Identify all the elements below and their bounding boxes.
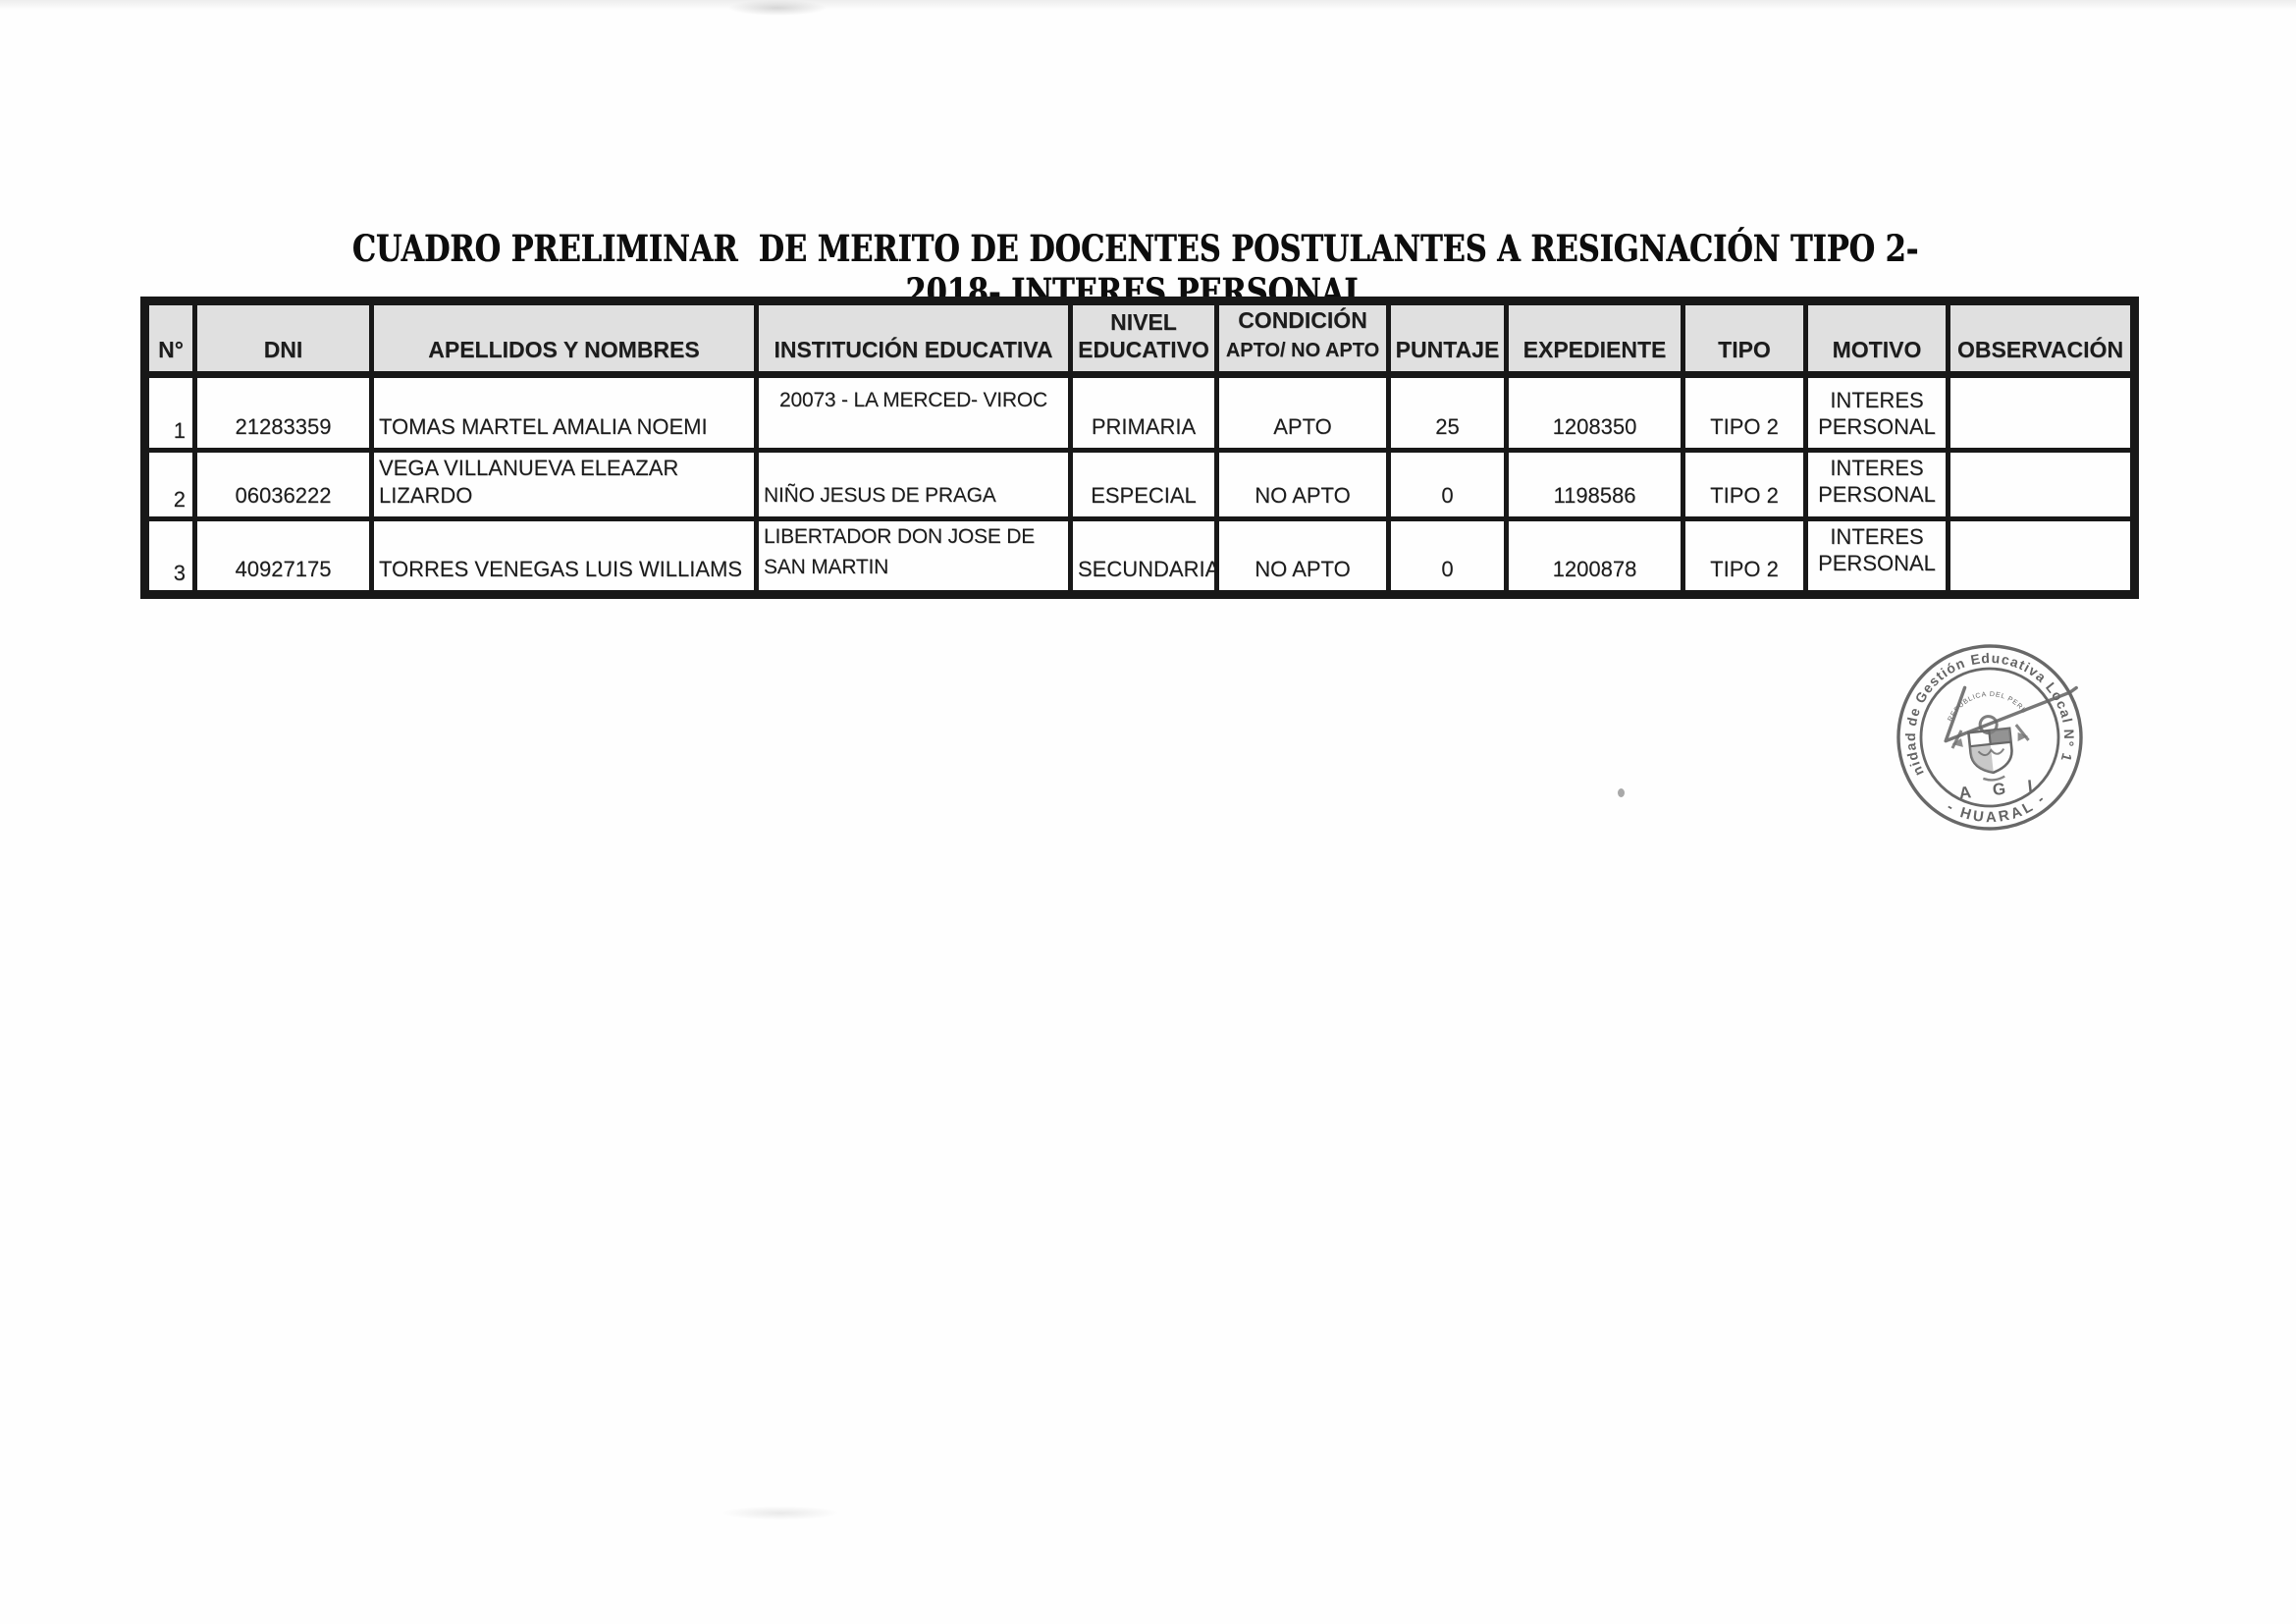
cell-apellidos: VEGA VILLANUEVA ELEAZAR LIZARDO: [369, 448, 759, 522]
cell-nivel: ESPECIAL: [1068, 448, 1219, 522]
header-institucion: INSTITUCIÓN EDUCATIVA: [754, 298, 1073, 378]
stamp-ring-text-path: Unidad de Gestión Educativa Local N° 10: [1855, 603, 2081, 786]
cell-condicion: APTO: [1214, 371, 1391, 454]
scan-smudge-artifact: [728, 0, 827, 16]
header-condicion: CONDICIÓN APTO/ NO APTO: [1214, 298, 1391, 378]
merit-table: N° DNI APELLIDOS Y NOMBRES INSTITUCIÓN E…: [140, 297, 2139, 600]
header-numero: N°: [142, 298, 197, 378]
cell-puntaje: 0: [1386, 448, 1509, 522]
stamp-graphic: Unidad de Gestión Educativa Local N° 10 …: [1855, 603, 2083, 832]
header-motivo: MOTIVO: [1803, 298, 1950, 378]
cell-numero: 1: [142, 371, 197, 454]
cell-expediente: 1198586: [1504, 448, 1685, 522]
cell-motivo: INTERES PERSONAL: [1803, 371, 1950, 454]
table-row: 1 21283359 TOMAS MARTEL AMALIA NOEMI 200…: [142, 371, 2137, 454]
header-condicion-line2: APTO/ NO APTO: [1225, 340, 1380, 362]
cell-puntaje: 0: [1386, 516, 1509, 598]
table-header-row: N° DNI APELLIDOS Y NOMBRES INSTITUCIÓN E…: [142, 298, 2137, 378]
cell-tipo: TIPO 2: [1681, 516, 1808, 598]
cell-institucion: LIBERTADOR DON JOSE DE SAN MARTIN: [754, 516, 1073, 598]
cell-expediente: 1200878: [1504, 516, 1685, 598]
cell-institucion: 20073 - LA MERCED- VIROC: [754, 371, 1073, 454]
cell-expediente: 1208350: [1504, 371, 1685, 454]
cell-nivel: PRIMARIA: [1068, 371, 1219, 454]
header-condicion-line1: CONDICIÓN: [1238, 307, 1367, 333]
peru-coat-of-arms-icon: [1950, 715, 2030, 782]
cell-tipo: TIPO 2: [1681, 371, 1808, 454]
cell-dni: 06036222: [192, 448, 374, 522]
cell-condicion: NO APTO: [1214, 448, 1391, 522]
cell-dni: 21283359: [192, 371, 374, 454]
header-expediente: EXPEDIENTE: [1504, 298, 1685, 378]
cell-observacion: [1946, 448, 2137, 522]
stamp-outer-circle: [1896, 644, 2083, 831]
signature-stroke: [1944, 685, 2078, 743]
stamp-ring-text: Unidad de Gestión Educativa Local N° 10: [1855, 603, 2081, 786]
scan-ink-dot-artifact: [1618, 788, 1625, 797]
header-tipo: TIPO: [1681, 298, 1808, 378]
header-observacion: OBSERVACIÓN: [1946, 298, 2137, 378]
cell-apellidos: TOMAS MARTEL AMALIA NOEMI: [369, 371, 759, 454]
cell-dni: 40927175: [192, 516, 374, 598]
stamp-inner-circle: [1919, 667, 2060, 808]
scan-smudge-artifact: [721, 1506, 839, 1520]
page-title: CUADRO PRELIMINAR DE MERITO DE DOCENTES …: [351, 227, 1929, 313]
cell-nivel: SECUNDARIA: [1068, 516, 1219, 598]
cell-observacion: [1946, 516, 2137, 598]
cell-condicion: NO APTO: [1214, 516, 1391, 598]
cell-numero: 2: [142, 448, 197, 522]
header-apellidos: APELLIDOS Y NOMBRES: [369, 298, 759, 378]
header-dni: DNI: [192, 298, 374, 378]
table-row: 2 06036222 VEGA VILLANUEVA ELEAZAR LIZAR…: [142, 448, 2137, 522]
header-nivel: NIVEL EDUCATIVO: [1068, 298, 1219, 378]
table-row: 3 40927175 TORRES VENEGAS LUIS WILLIAMS …: [142, 516, 2137, 598]
cell-motivo: INTERES PERSONAL: [1803, 448, 1950, 522]
cell-apellidos: TORRES VENEGAS LUIS WILLIAMS: [369, 516, 759, 598]
cell-observacion: [1946, 371, 2137, 454]
header-puntaje: PUNTAJE: [1386, 298, 1509, 378]
cell-tipo: TIPO 2: [1681, 448, 1808, 522]
scan-edge-artifact: [0, 0, 2296, 10]
cell-institucion: NIÑO JESUS DE PRAGA: [754, 448, 1073, 522]
cell-puntaje: 25: [1386, 371, 1509, 454]
cell-motivo: INTERES PERSONAL: [1803, 516, 1950, 598]
official-stamp: Unidad de Gestión Educativa Local N° 10 …: [1855, 603, 2125, 873]
cell-numero: 3: [142, 516, 197, 598]
